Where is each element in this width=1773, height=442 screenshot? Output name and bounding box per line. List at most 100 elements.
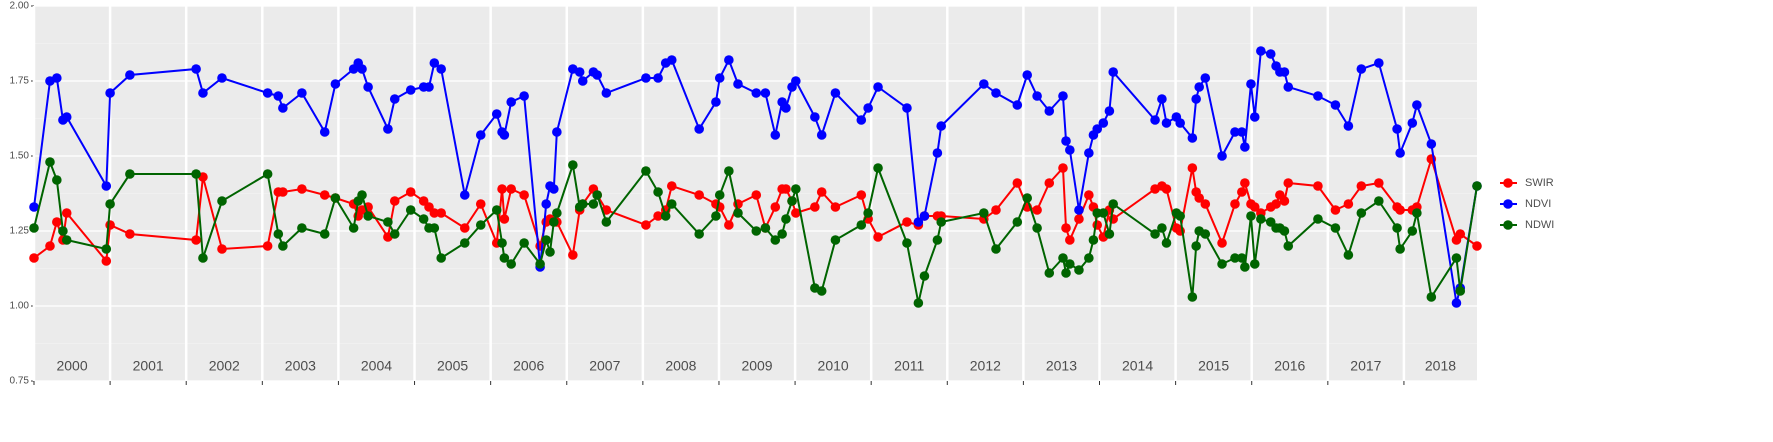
data-point — [1374, 196, 1384, 206]
data-point — [319, 190, 330, 200]
data-point — [357, 190, 367, 200]
data-point — [991, 88, 1001, 98]
data-point — [1012, 178, 1023, 188]
data-point — [1271, 199, 1281, 209]
data-point — [979, 208, 989, 218]
data-point — [1058, 91, 1068, 101]
data-point — [1240, 142, 1250, 152]
data-point — [1065, 145, 1075, 155]
data-point — [1279, 67, 1290, 77]
data-point — [101, 181, 112, 191]
data-point — [694, 124, 704, 134]
data-point — [714, 190, 725, 200]
data-point — [1032, 223, 1042, 233]
data-point — [1061, 136, 1071, 146]
data-point — [592, 70, 602, 80]
legend-key-point — [1503, 199, 1513, 209]
data-point — [541, 235, 552, 245]
data-point — [787, 196, 797, 206]
data-point — [545, 247, 555, 257]
data-point — [760, 223, 771, 233]
data-point — [1426, 139, 1437, 149]
data-point — [1161, 238, 1172, 248]
data-point — [348, 223, 359, 233]
data-point — [1395, 205, 1405, 215]
data-point — [1217, 238, 1227, 248]
data-point — [902, 238, 912, 248]
legend-label: NDVI — [1525, 198, 1551, 210]
data-point — [61, 208, 72, 218]
data-point — [506, 259, 516, 269]
data-point — [1356, 64, 1367, 74]
data-point — [541, 199, 552, 209]
data-point — [641, 220, 651, 230]
data-point — [1237, 187, 1247, 197]
data-point — [519, 190, 529, 200]
data-point — [519, 238, 529, 248]
data-point — [1065, 259, 1075, 269]
data-point — [791, 184, 801, 194]
data-point — [1044, 268, 1055, 278]
legend-label: SWIR — [1525, 177, 1554, 189]
data-point — [979, 79, 989, 89]
data-point — [429, 58, 440, 68]
data-point — [405, 187, 416, 197]
data-point — [125, 229, 135, 239]
data-point — [1256, 46, 1266, 56]
year-label: 2009 — [741, 358, 772, 374]
data-point — [198, 253, 208, 263]
data-point — [1343, 199, 1354, 209]
data-point — [1150, 229, 1160, 239]
data-point — [29, 223, 39, 233]
data-point — [278, 187, 288, 197]
data-point — [383, 124, 393, 134]
data-point — [1392, 124, 1402, 134]
data-point — [588, 199, 599, 209]
data-point — [1098, 118, 1109, 128]
data-point — [653, 187, 663, 197]
data-point — [1104, 229, 1115, 239]
year-label: 2003 — [285, 358, 316, 374]
data-point — [405, 85, 416, 95]
data-point — [101, 256, 112, 266]
data-point — [1022, 70, 1033, 80]
data-point — [601, 88, 612, 98]
data-point — [724, 55, 734, 65]
data-point — [519, 91, 529, 101]
data-point — [217, 196, 227, 206]
data-point — [1200, 229, 1211, 239]
data-point — [781, 103, 791, 113]
data-point — [810, 202, 820, 212]
data-point — [405, 205, 416, 215]
data-point — [262, 169, 273, 179]
data-point — [475, 199, 486, 209]
data-point — [724, 220, 734, 230]
data-point — [297, 88, 307, 98]
data-point — [724, 166, 734, 176]
data-point — [1032, 205, 1042, 215]
data-point — [653, 211, 663, 221]
data-point — [499, 253, 510, 263]
data-point — [1044, 106, 1055, 116]
data-point — [873, 232, 883, 242]
data-point — [217, 73, 227, 83]
data-point — [1061, 223, 1071, 233]
y-tick-label: 1.00 — [10, 301, 30, 312]
data-point — [1330, 223, 1341, 233]
year-label: 2010 — [818, 358, 849, 374]
data-point — [991, 244, 1001, 254]
data-point — [1084, 253, 1094, 263]
data-point — [810, 112, 820, 122]
data-point — [1343, 250, 1354, 260]
data-point — [1279, 226, 1290, 236]
data-point — [666, 55, 677, 65]
data-point — [1175, 118, 1185, 128]
data-point — [1451, 253, 1462, 263]
data-point — [549, 217, 559, 227]
data-point — [273, 229, 284, 239]
year-label: 2006 — [513, 358, 544, 374]
data-point — [936, 217, 947, 227]
data-point — [1187, 133, 1198, 143]
data-point — [1246, 211, 1256, 221]
legend-label: NDWI — [1525, 219, 1554, 231]
